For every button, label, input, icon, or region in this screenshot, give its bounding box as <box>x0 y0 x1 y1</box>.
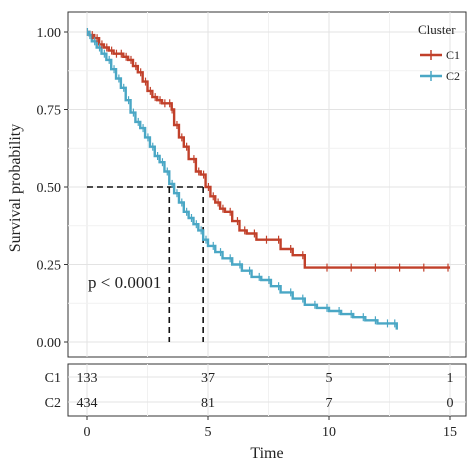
y-tick-label: 0.00 <box>37 336 62 351</box>
x-tick-label: 10 <box>322 425 336 440</box>
risk-table-cells: C1 133 37 5 1 C2 434 81 7 0 <box>45 371 454 411</box>
y-tick-label: 0.50 <box>37 181 62 196</box>
risk-row-label: C2 <box>45 396 61 411</box>
legend-title: Cluster <box>418 22 456 37</box>
y-axis-ticks: 0.00 0.25 0.50 0.75 1.00 <box>37 26 68 351</box>
risk-count: 7 <box>326 396 333 411</box>
risk-row-label: C1 <box>45 371 61 386</box>
risk-count: 81 <box>201 396 215 411</box>
legend: Cluster C1 C2 <box>418 22 460 83</box>
risk-count: 1 <box>447 371 454 386</box>
x-tick-label: 5 <box>205 425 212 440</box>
y-tick-label: 0.75 <box>37 104 62 119</box>
x-tick-label: 15 <box>443 425 457 440</box>
x-axis-ticks: 0 5 10 15 <box>84 416 457 440</box>
risk-table-gridlines <box>68 364 466 416</box>
risk-count: 434 <box>77 396 98 411</box>
p-value-annotation: p < 0.0001 <box>88 273 161 292</box>
legend-item-c1: C1 <box>420 48 460 62</box>
plot-gridlines <box>68 12 466 357</box>
y-tick-label: 1.00 <box>37 26 62 41</box>
plot-panel <box>67 11 467 358</box>
survival-plot: 0.00 0.25 0.50 0.75 1.00 p < 0.0001 Survival… <box>7 11 467 358</box>
risk-count: 5 <box>326 371 333 386</box>
x-tick-label: 0 <box>84 425 91 440</box>
censor-marks <box>86 28 449 328</box>
x-axis-title: Time <box>250 445 283 462</box>
risk-table: C1 133 37 5 1 C2 434 81 7 0 0 5 10 15 Time <box>45 363 467 462</box>
legend-item-c2: C2 <box>420 69 460 83</box>
legend-label-c2: C2 <box>446 69 460 83</box>
risk-count: 133 <box>77 371 98 386</box>
y-axis-title: Survival probability <box>7 124 24 252</box>
risk-table-panel <box>67 363 467 417</box>
median-survival-lines <box>87 186 204 342</box>
y-tick-label: 0.25 <box>37 259 62 274</box>
legend-label-c1: C1 <box>446 48 460 62</box>
risk-count: 0 <box>447 396 454 411</box>
risk-count: 37 <box>201 371 215 386</box>
